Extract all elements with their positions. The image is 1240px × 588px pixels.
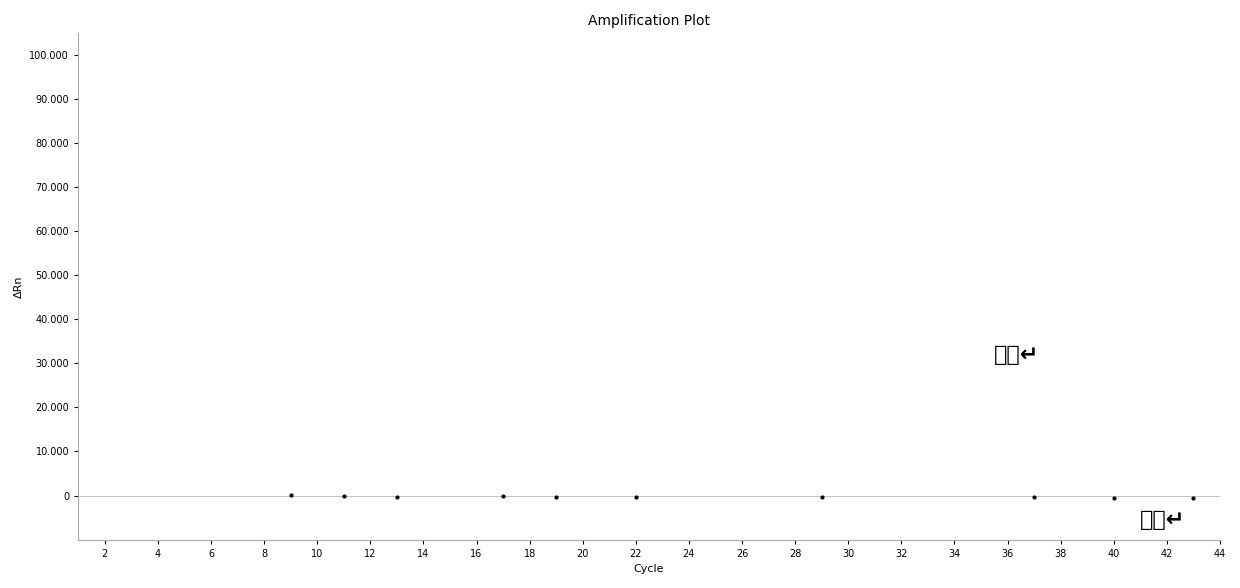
- Point: [1024, 493, 1044, 502]
- Point: [494, 492, 513, 501]
- Point: [387, 492, 407, 502]
- Title: Amplification Plot: Amplification Plot: [588, 14, 711, 28]
- Text: 样本↵: 样本↵: [994, 345, 1039, 365]
- Point: [626, 492, 646, 502]
- Point: [547, 493, 567, 502]
- Point: [812, 492, 832, 502]
- Point: [1183, 493, 1203, 503]
- Text: 空白↵: 空白↵: [1141, 510, 1185, 530]
- Point: [1104, 493, 1123, 502]
- X-axis label: Cycle: Cycle: [634, 564, 665, 574]
- Point: [280, 490, 300, 500]
- Y-axis label: ΔRn: ΔRn: [14, 275, 24, 298]
- Point: [334, 492, 353, 501]
